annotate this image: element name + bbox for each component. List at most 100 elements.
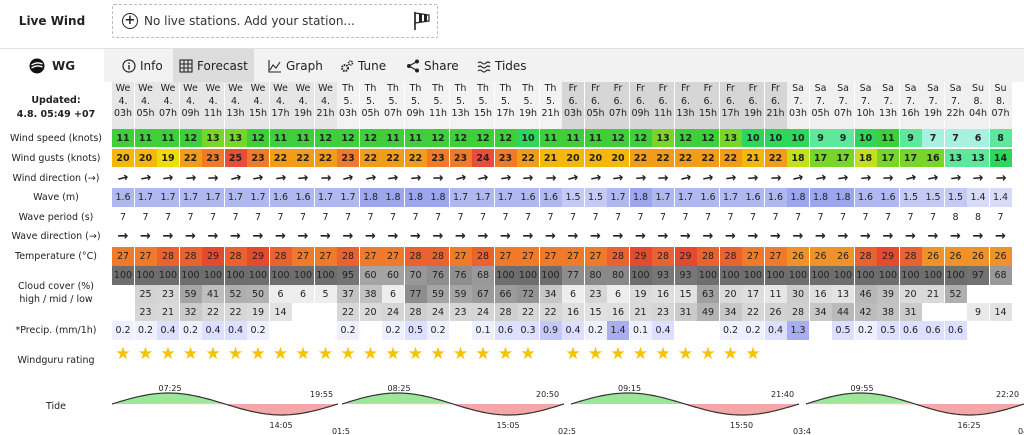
wind-gust-cell: 21 xyxy=(539,149,562,167)
rating-star-icon: ★ xyxy=(340,344,356,364)
wave-height-cell: 1.8 xyxy=(629,188,652,207)
cloud-mid-cell: 5 xyxy=(314,285,337,303)
row-label-cloud-levels: high / mid / low xyxy=(19,293,93,305)
add-station-box[interactable]: + No live stations. Add your station... xyxy=(112,4,438,38)
wind-gust-cell: 18 xyxy=(787,149,809,167)
cloud-low-cell: 19 xyxy=(247,303,269,321)
cloud-high-cell: 100 xyxy=(809,266,832,285)
wave-direction-arrow: → xyxy=(882,229,894,244)
wave-period-cell: 7 xyxy=(389,211,397,223)
tab-label: Graph xyxy=(286,59,323,73)
precipitation-cell: 0.1 xyxy=(629,321,652,340)
cloud-mid-cell: 23 xyxy=(157,285,179,303)
wind-direction-arrow: → xyxy=(544,170,557,186)
wind-speed-cell: 11 xyxy=(269,129,292,147)
cloud-low-cell: 26 xyxy=(764,303,787,321)
tab-tides[interactable]: Tides xyxy=(471,49,533,83)
wave-period-cell: 7 xyxy=(929,211,937,223)
rating-star-icon: ★ xyxy=(452,344,469,364)
wave-period-cell: 7 xyxy=(142,211,149,223)
wave-period-cell: 7 xyxy=(772,211,779,223)
cloud-mid-cell: 66 xyxy=(494,285,517,303)
rating-star-icon: ★ xyxy=(632,344,649,364)
date-label: 6. xyxy=(748,95,758,107)
row-label-wdir: Wind direction (→) xyxy=(12,172,100,184)
wave-direction-arrow: → xyxy=(972,229,984,244)
temperature-cell: 27 xyxy=(742,247,764,266)
cloud-high-cell: 60 xyxy=(382,266,404,285)
cloud-mid-cell xyxy=(967,285,989,303)
wind-direction-arrow: → xyxy=(296,170,310,186)
hour-label: 04h xyxy=(968,108,988,119)
day-label: Fr xyxy=(568,83,578,94)
date-label: 7. xyxy=(883,95,893,107)
wind-speed-cell: 12 xyxy=(179,129,202,147)
temperature-cell: 28 xyxy=(854,247,877,266)
column-header: We 4. 21h xyxy=(314,82,337,130)
wind-gust-cell: 23 xyxy=(247,149,269,167)
precipitation-cell: 0.4 xyxy=(764,321,787,340)
wave-period-cell: 7 xyxy=(344,211,352,223)
cloud-mid-cell: 30 xyxy=(787,285,809,303)
day-label: Sa xyxy=(792,83,804,94)
tab-share[interactable]: Share xyxy=(400,49,465,83)
tab-tune[interactable]: Tune xyxy=(334,49,392,83)
wave-height-cell: 1.6 xyxy=(112,188,134,207)
cloud-mid-cell: 25 xyxy=(134,285,157,303)
temperature-cell: 26 xyxy=(832,247,854,266)
day-label: Sa xyxy=(837,83,849,94)
temperature-cell: 27 xyxy=(314,247,337,266)
windguru-logo-icon xyxy=(29,58,45,74)
rating-star-icon: ★ xyxy=(385,344,401,364)
wave-direction-arrow: → xyxy=(320,229,331,244)
temperature-cell: 28 xyxy=(899,247,922,266)
wave-direction-arrow: → xyxy=(792,229,804,244)
precipitation-cell: 0.2 xyxy=(427,321,449,340)
column-header: Th 5. 19h xyxy=(517,82,539,130)
wave-height-cell: 1.6 xyxy=(517,188,539,207)
cloud-high-cell: 68 xyxy=(472,266,494,285)
cloud-low-cell: 21 xyxy=(157,303,179,321)
wind-gust-cell: 20 xyxy=(584,149,607,167)
wind-direction-arrow: → xyxy=(409,170,422,186)
live-wind-label: Live Wind xyxy=(18,14,86,28)
wg-brand[interactable]: WG xyxy=(0,49,104,83)
wave-period-cell: 7 xyxy=(412,211,419,223)
day-label: We xyxy=(295,83,311,94)
wind-speed-cell: 13 xyxy=(202,129,224,147)
wind-speed-cell: 12 xyxy=(247,129,269,147)
cloud-low-cell: 21 xyxy=(629,303,652,321)
rating-star-icon: ★ xyxy=(137,344,154,364)
wave-period-cell: 7 xyxy=(749,211,757,223)
day-label: Th xyxy=(364,83,377,94)
tab-graph[interactable]: Graph xyxy=(262,49,329,83)
plus-circle-icon[interactable]: + xyxy=(122,13,138,29)
wind-gust-cell: 17 xyxy=(877,149,899,167)
hour-label: 03h xyxy=(563,108,583,119)
wave-period-cell: 7 xyxy=(997,211,1004,223)
hour-label: 09h xyxy=(406,108,425,119)
precipitation-cell: 0.6 xyxy=(944,321,967,340)
tide-low-time: 14:05 xyxy=(270,421,293,430)
rating-star-icon: ★ xyxy=(677,344,694,364)
tab-forecast[interactable]: Forecast xyxy=(173,49,254,83)
wave-period-cell: 7 xyxy=(794,211,802,223)
precipitation-cell: 0.2 xyxy=(337,321,359,340)
precipitation-cell: 0.4 xyxy=(224,321,247,340)
windsock-icon[interactable] xyxy=(413,11,431,31)
wind-speed-cell: 11 xyxy=(134,129,157,147)
date-label: 4. xyxy=(298,95,308,107)
wind-direction-arrow: → xyxy=(386,169,400,187)
wind-gust-cell: 22 xyxy=(764,149,787,167)
wave-height-cell: 1.8 xyxy=(359,188,382,207)
hour-label: 21h xyxy=(541,108,560,119)
wave-direction-arrow: → xyxy=(477,229,489,244)
hour-label: 07h xyxy=(383,108,403,119)
wave-period-cell: 7 xyxy=(817,211,824,223)
tide-high-time: 09:15 xyxy=(618,384,641,393)
tab-info[interactable]: Info xyxy=(116,49,169,83)
wave-period-cell: 7 xyxy=(862,211,869,223)
precipitation-cell: 0.6 xyxy=(899,321,922,340)
day-label: We xyxy=(318,83,333,94)
wave-period-cell: 7 xyxy=(614,211,622,223)
